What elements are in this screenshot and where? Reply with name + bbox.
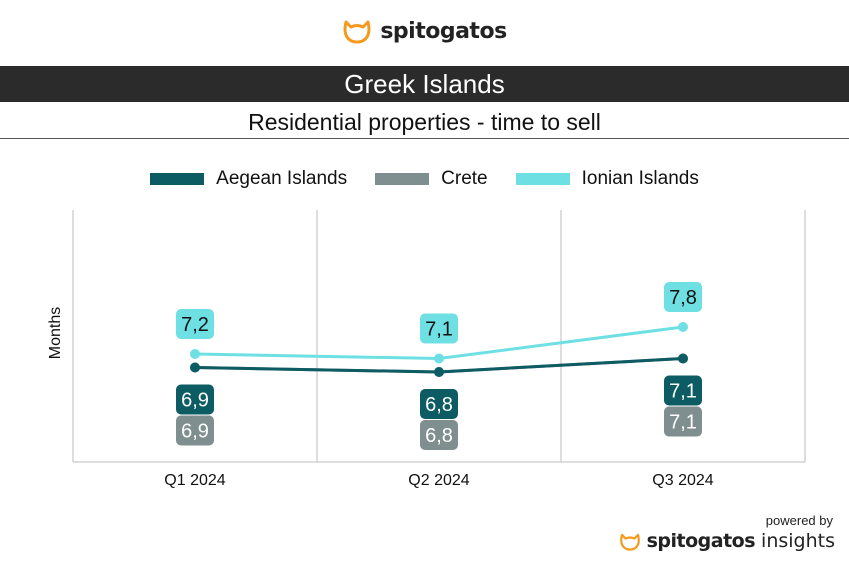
data-point (434, 367, 444, 377)
legend-swatch-ionian (515, 173, 570, 185)
footer-logo: spitogatos insights (619, 530, 835, 552)
data-label-box (176, 309, 214, 339)
data-label-box (420, 389, 458, 419)
data-label-box (420, 420, 458, 450)
y-axis-label: Months (47, 307, 64, 359)
data-label: 6,9 (181, 421, 209, 443)
brand-logo: spitogatos (0, 18, 849, 44)
legend-item-ionian: Ionian Islands (515, 168, 699, 190)
cat-head-icon (619, 533, 640, 551)
x-tick-label: Q1 2024 (164, 472, 225, 489)
data-label-box (664, 375, 702, 406)
data-label-box (176, 384, 214, 415)
data-label: 6,8 (425, 425, 453, 447)
legend-item-crete: Crete (375, 168, 488, 190)
data-label: 7,1 (669, 412, 697, 434)
data-label: 6,8 (425, 394, 453, 416)
data-label-box (176, 415, 214, 446)
footer-product-name: insights (761, 530, 835, 552)
data-label-box (664, 282, 702, 312)
data-label: 7,2 (181, 314, 209, 336)
legend-label-ionian: Ionian Islands (581, 168, 699, 189)
footer: powered by spitogatos insights (619, 513, 835, 552)
data-label-box (664, 406, 702, 437)
legend-label-aegean: Aegean Islands (216, 168, 348, 189)
legend-swatch-aegean (150, 173, 205, 185)
data-point (190, 349, 200, 359)
x-tick-label: Q2 2024 (408, 472, 469, 489)
footer-brand-name: spitogatos (646, 530, 756, 552)
data-label: 6,9 (181, 390, 209, 412)
data-label: 7,8 (669, 287, 697, 309)
cat-head-icon (343, 20, 371, 44)
legend-item-aegean: Aegean Islands (150, 168, 347, 190)
data-label-box (420, 313, 458, 344)
x-tick-label: Q3 2024 (652, 472, 713, 489)
legend-swatch-crete (375, 173, 430, 185)
data-point (678, 353, 688, 364)
data-label: 7,1 (669, 381, 697, 403)
chart-subtitle: Residential properties - time to sell (248, 108, 601, 135)
chart-title: Greek Islands (0, 66, 849, 102)
divider (0, 138, 849, 139)
brand-name: spitogatos (380, 18, 507, 44)
legend: Aegean Islands Crete Ionian Islands (0, 168, 849, 190)
data-point (190, 362, 200, 373)
powered-by-text: powered by (765, 513, 833, 528)
legend-label-crete: Crete (441, 168, 488, 189)
data-label: 7,1 (425, 319, 453, 341)
data-point (678, 322, 688, 332)
data-point (434, 353, 444, 364)
